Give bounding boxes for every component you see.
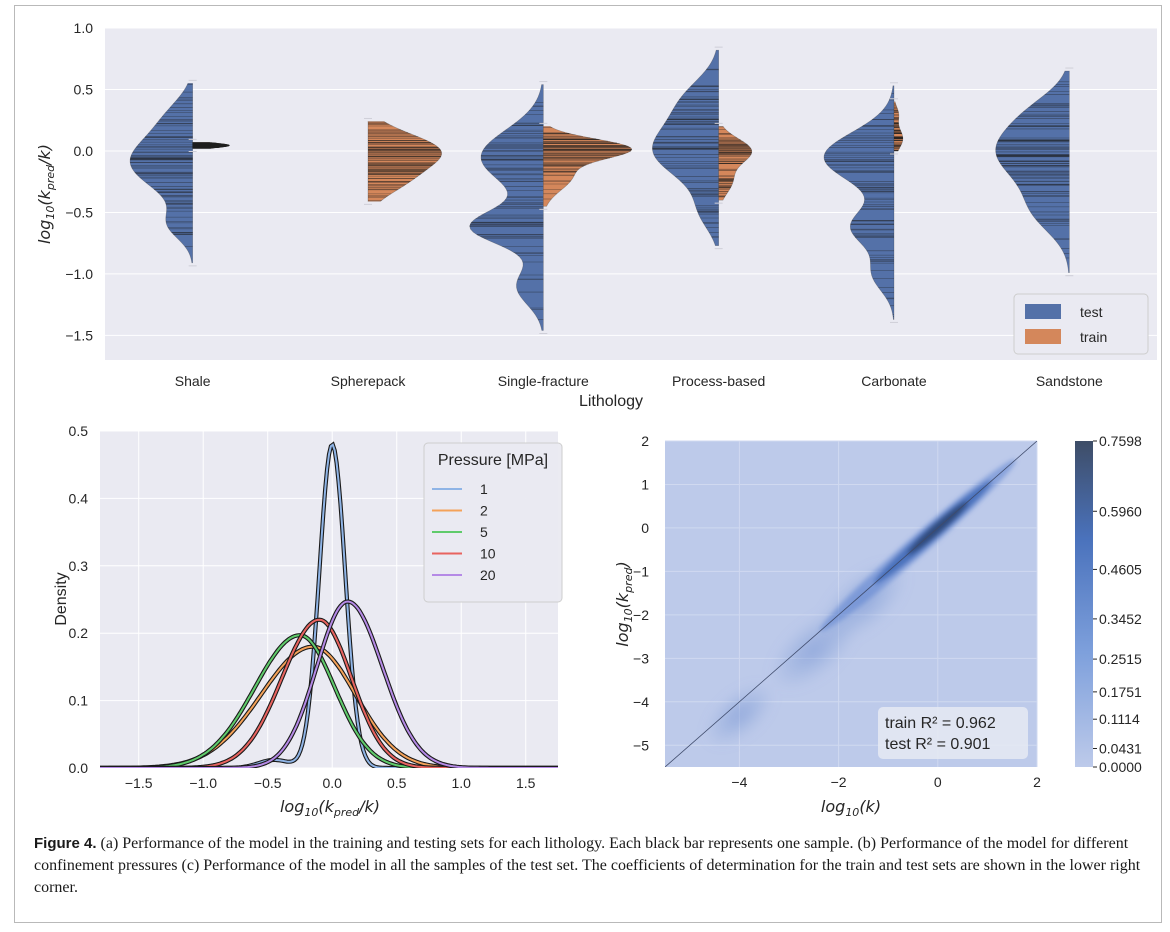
colorbar-tick-label: 0.5960 [1099, 503, 1142, 519]
heatmap-y-tick-label: −1 [633, 563, 649, 579]
density-x-axis-label: log10(kpred/k) [280, 797, 380, 819]
heatmap-chart: −5 −4 −3 −2 −1 0 1 2 −4 −2 0 2 log10(kpred) log10(… [613, 433, 1142, 819]
violin-y-tick-label: −1.0 [65, 266, 93, 282]
colorbar-tick-label: 0.1751 [1099, 684, 1142, 700]
violin-y-tick-label: 1.0 [74, 20, 94, 36]
violin-train-half-samples [543, 127, 632, 200]
density-x-tick-label: −0.5 [254, 775, 282, 791]
density-y-tick-label: 0.5 [69, 423, 89, 439]
legend-title: Pressure [MPa] [438, 452, 548, 469]
violin-x-tick-label: Shale [175, 373, 211, 389]
violin-chart: −1.5 −1.0 −0.5 0.0 0.5 1.0 Shale Spherepack Sin… [35, 20, 1157, 410]
heatmap-x-tick-label: 2 [1033, 774, 1041, 790]
density-x-tick-label: 1.5 [516, 775, 536, 791]
legend-label-1: 1 [480, 481, 488, 497]
caption-text: (a) Performance of the model in the trai… [34, 835, 1141, 896]
density-chart: 0.0 0.1 0.2 0.3 0.4 0.5 −1.5 −1.0 −0.5 0.0 0.5 1.0… [53, 423, 563, 819]
colorbar-tick-label: 0.0431 [1099, 741, 1142, 757]
heatmap-y-tick-label: −4 [633, 694, 649, 710]
density-curve-5 [100, 633, 558, 768]
legend-label-5: 5 [480, 524, 488, 540]
violin-y-axis-label: log10(kpred/k) [35, 144, 57, 244]
violin-x-axis-label: Lithology [579, 393, 643, 410]
density-curve-1 [100, 441, 558, 768]
violin-test-half-samples [130, 84, 193, 247]
violin-train-half-samples [368, 122, 442, 201]
violin-test-half-samples [469, 102, 544, 320]
colorbar-tick-label: 0.4605 [1099, 561, 1142, 577]
heatmap-y-tick-label: −3 [633, 650, 649, 666]
heatmap-y-tick-label: 2 [641, 433, 649, 449]
heatmap-y-axis-label: log10(kpred) [613, 561, 635, 646]
density-x-tick-label: 0.5 [387, 775, 407, 791]
violin-train-half-samples [894, 103, 903, 152]
density-y-tick-label: 0.0 [69, 760, 89, 776]
violin-y-tick-label: 0.5 [74, 81, 94, 97]
legend-swatch-test [1025, 304, 1061, 319]
violin-x-tick-label: Sandstone [1036, 373, 1103, 389]
figure-frame [14, 5, 1162, 923]
violin-test-half-samples [995, 81, 1070, 259]
violin-legend: test train [1013, 293, 1149, 355]
density-y-axis-label: Density [53, 572, 70, 625]
violin-y-tick-label: −1.5 [65, 327, 93, 343]
density-y-tick-label: 0.3 [69, 558, 89, 574]
violin-test-half-samples [652, 68, 719, 238]
density-x-tick-label: −1.0 [189, 775, 217, 791]
colorbar-tick-label: 0.2515 [1099, 651, 1142, 667]
violin-x-tick-label: Spherepack [331, 373, 407, 389]
violin-y-tick-label: 0.0 [74, 143, 94, 159]
legend-label-2: 2 [480, 503, 488, 519]
violin-plot-area [105, 28, 1157, 360]
density-y-tick-label: 0.4 [69, 490, 89, 506]
colorbar-tick-label: 0.0000 [1099, 759, 1142, 775]
colorbar-tick-label: 0.3452 [1099, 611, 1142, 627]
density-y-tick-label: 0.2 [69, 625, 89, 641]
heatmap-y-tick-label: 1 [641, 476, 649, 492]
violin-x-tick-label: Process-based [672, 373, 765, 389]
violin-test-half [469, 84, 544, 331]
test-r2-text: test R² = 0.901 [885, 736, 990, 753]
identity-line [665, 441, 1037, 767]
pressure-legend: Pressure [MPa] 1 2 5 10 20 [423, 442, 563, 603]
density-curve-20 [100, 599, 558, 768]
heatmap-y-tick-label: 0 [641, 520, 649, 536]
violin-y-tick-label: −0.5 [65, 204, 93, 220]
violin-train-half-samples [192, 142, 230, 149]
heatmap-x-tick-label: −2 [831, 774, 847, 790]
colorbar-tick-label: 0.7598 [1099, 433, 1142, 449]
colorbar [1075, 441, 1093, 767]
legend-label-train: train [1080, 329, 1107, 345]
violin-test-half [995, 70, 1070, 273]
heatmap-x-tick-label: 0 [934, 774, 942, 790]
train-r2-text: train R² = 0.962 [885, 715, 996, 732]
density-x-tick-label: 1.0 [452, 775, 472, 791]
heatmap-y-tick-label: −2 [633, 607, 649, 623]
heatmap-x-tick-label: −4 [731, 774, 747, 790]
legend-label-test: test [1080, 304, 1103, 320]
density-x-tick-label: 0.0 [322, 775, 342, 791]
density-y-tick-label: 0.1 [69, 693, 89, 709]
legend-label-10: 10 [480, 546, 496, 562]
legend-swatch-train [1025, 329, 1061, 344]
legend-label-20: 20 [480, 567, 496, 583]
violin-train-half-samples [718, 126, 752, 198]
density-x-tick-label: −1.5 [125, 775, 153, 791]
r2-annotation: train R² = 0.962 test R² = 0.901 [878, 707, 1028, 759]
violin-x-tick-label: Single-fracture [498, 373, 589, 389]
violin-test-half-samples [823, 93, 894, 320]
heatmap-x-axis-label: log10(k) [821, 797, 881, 819]
violin-x-tick-label: Carbonate [861, 373, 927, 389]
colorbar-tick-label: 0.1114 [1099, 711, 1140, 727]
figure-caption: Figure 4. (a) Performance of the model i… [34, 833, 1144, 899]
caption-label: Figure 4. [34, 835, 97, 852]
heatmap-y-tick-label: −5 [633, 737, 649, 753]
